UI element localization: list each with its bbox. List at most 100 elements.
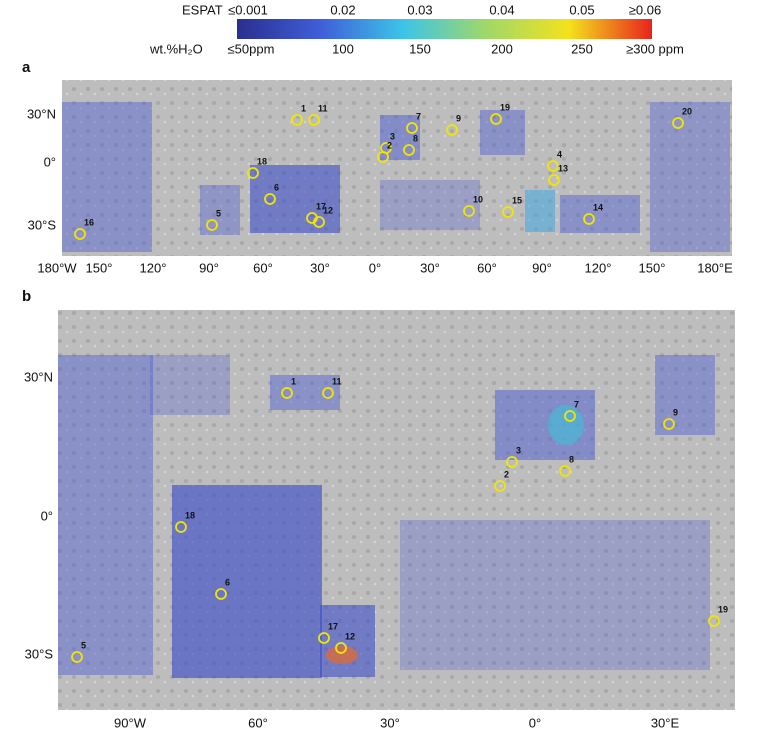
site-label: 7 (416, 111, 421, 121)
x-tick-label: 60° (477, 260, 497, 275)
site-label: 12 (323, 205, 333, 215)
site-marker (502, 206, 514, 218)
x-tick-label: 180°E (697, 260, 733, 275)
x-tick-label: 120° (140, 260, 167, 275)
site-label: 2 (504, 469, 509, 479)
x-tick-label: 60° (248, 715, 268, 730)
site-marker (377, 151, 389, 163)
colorbar-tick-label: 0.05 (569, 2, 594, 17)
x-tick-label: 30° (420, 260, 440, 275)
colorbar-tick-label: ≤50ppm (228, 41, 275, 56)
site-marker (308, 114, 320, 126)
colorbar-tick-label: 0.04 (489, 2, 514, 17)
panel-label: b (22, 288, 31, 305)
site-marker (494, 480, 506, 492)
site-marker (559, 465, 571, 477)
site-label: 13 (558, 163, 568, 173)
site-label: 5 (81, 640, 86, 650)
x-tick-label: 120° (585, 260, 612, 275)
site-marker (74, 228, 86, 240)
site-marker (264, 193, 276, 205)
site-marker (335, 642, 347, 654)
colorbar-tick-label: 0.02 (330, 2, 355, 17)
y-tick-label: 0° (41, 508, 53, 523)
colorbar-tick-label: 100 (332, 41, 354, 56)
site-label: 17 (316, 201, 326, 211)
site-label: 3 (516, 445, 521, 455)
site-marker (564, 410, 576, 422)
site-marker (403, 144, 415, 156)
site-marker (215, 588, 227, 600)
site-label: 4 (557, 149, 562, 159)
site-marker (548, 174, 560, 186)
site-label: 10 (473, 194, 483, 204)
site-label: 5 (216, 208, 221, 218)
site-marker (206, 219, 218, 231)
site-label: 11 (318, 103, 328, 113)
site-label: 12 (345, 631, 355, 641)
x-tick-label: 150° (639, 260, 666, 275)
colorbar: ESPAT wt.%H₂O (149, 2, 652, 56)
site-label: 8 (413, 133, 418, 143)
site-marker (490, 113, 502, 125)
site-label: 6 (274, 182, 279, 192)
site-marker (175, 521, 187, 533)
colorbar-tick-label: ≥0.06 (629, 2, 661, 17)
site-marker (291, 114, 303, 126)
site-label: 1 (291, 376, 296, 386)
y-tick-label: 0° (44, 154, 56, 169)
site-label: 19 (500, 102, 510, 112)
colorbar-tick-label: ≥300 ppm (626, 41, 684, 56)
colorbar-tick-label: 200 (491, 41, 513, 56)
x-tick-label: 30° (310, 260, 330, 275)
site-marker (672, 117, 684, 129)
panel-b-map (58, 310, 735, 710)
site-label: 14 (593, 202, 603, 212)
site-label: 6 (225, 577, 230, 587)
x-tick-label: 90° (532, 260, 552, 275)
site-marker (318, 632, 330, 644)
y-tick-label: 30°S (28, 217, 57, 232)
site-label: 20 (682, 106, 692, 116)
x-tick-label: 180°W (37, 260, 77, 275)
site-marker (583, 213, 595, 225)
x-tick-label: 90° (199, 260, 219, 275)
site-marker (71, 651, 83, 663)
colorbar-tick-label: 0.03 (407, 2, 432, 17)
colorbar-gradient (237, 19, 652, 39)
site-marker (322, 387, 334, 399)
site-marker (463, 205, 475, 217)
site-label: 1 (301, 103, 306, 113)
x-tick-label: 0° (529, 715, 541, 730)
site-label: 17 (328, 621, 338, 631)
site-marker (446, 124, 458, 136)
x-tick-label: 30° (380, 715, 400, 730)
colorbar-label: wt.%H₂O (149, 41, 203, 56)
site-label: 8 (569, 454, 574, 464)
site-label: 9 (456, 113, 461, 123)
x-tick-label: 90°W (114, 715, 147, 730)
x-tick-label: 150° (86, 260, 113, 275)
site-label: 18 (185, 510, 195, 520)
site-label: 7 (574, 399, 579, 409)
site-label: 19 (718, 604, 728, 614)
x-tick-label: 60° (253, 260, 273, 275)
site-label: 9 (673, 407, 678, 417)
site-marker (506, 456, 518, 468)
site-label: 18 (257, 156, 267, 166)
colorbar-label: ESPAT (182, 2, 223, 17)
site-label: 15 (512, 195, 522, 205)
colorbar-tick-label: ≤0.001 (228, 2, 268, 17)
y-tick-label: 30°N (27, 106, 56, 121)
site-marker (547, 160, 559, 172)
site-marker (406, 122, 418, 134)
x-tick-label: 0° (369, 260, 381, 275)
site-marker (281, 387, 293, 399)
site-label: 2 (387, 140, 392, 150)
x-tick-label: 30°E (651, 715, 680, 730)
site-label: 3 (390, 131, 395, 141)
y-tick-label: 30°N (24, 369, 53, 384)
y-tick-label: 30°S (25, 646, 54, 661)
colorbar-tick-label: 150 (409, 41, 431, 56)
